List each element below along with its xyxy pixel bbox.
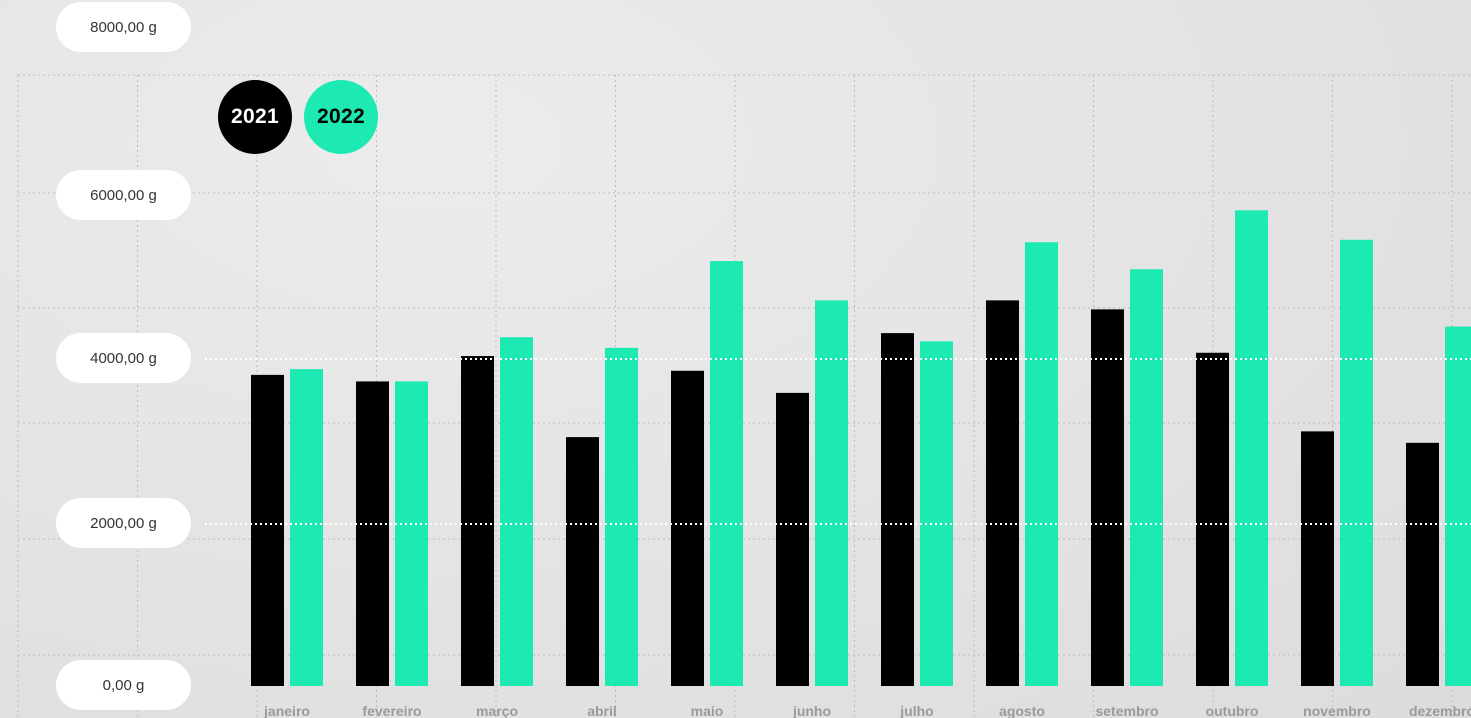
bar-2022-fevereiro[interactable] bbox=[395, 381, 428, 686]
y-tick-label: 2000,00 g bbox=[56, 498, 191, 548]
bar-2021-abril[interactable] bbox=[566, 437, 599, 686]
x-tick-label: novembro bbox=[1303, 703, 1371, 718]
bar-2021-agosto[interactable] bbox=[986, 300, 1019, 686]
bar-2021-setembro[interactable] bbox=[1091, 309, 1124, 686]
bar-2022-março[interactable] bbox=[500, 337, 533, 686]
bar-2021-junho[interactable] bbox=[776, 392, 809, 686]
bar-2021-dezembro[interactable] bbox=[1406, 442, 1439, 686]
bar-2021-março[interactable] bbox=[461, 356, 494, 686]
bar-2022-julho[interactable] bbox=[920, 341, 953, 686]
x-tick-label: outubro bbox=[1205, 703, 1259, 718]
bar-2022-setembro[interactable] bbox=[1130, 269, 1163, 686]
legend-2021[interactable]: 2021 bbox=[218, 80, 292, 154]
bar-2022-outubro[interactable] bbox=[1235, 210, 1268, 686]
x-tick-label: junho bbox=[792, 703, 832, 718]
bar-2021-maio[interactable] bbox=[671, 370, 704, 686]
bar-2022-junho[interactable] bbox=[815, 300, 848, 686]
bar-2021-janeiro[interactable] bbox=[251, 374, 284, 686]
bar-2022-abril[interactable] bbox=[605, 347, 638, 686]
bar-2021-novembro[interactable] bbox=[1301, 431, 1334, 686]
bar-2022-dezembro[interactable] bbox=[1445, 326, 1471, 686]
x-tick-label: janeiro bbox=[264, 703, 310, 718]
bar-2022-novembro[interactable] bbox=[1340, 239, 1373, 686]
bar-2021-julho[interactable] bbox=[881, 333, 914, 686]
bars bbox=[251, 210, 1471, 687]
bar-2021-outubro[interactable] bbox=[1196, 352, 1229, 686]
x-tick-label: setembro bbox=[1095, 703, 1159, 718]
x-tick-label: maio bbox=[690, 703, 724, 718]
legend-2022[interactable]: 2022 bbox=[304, 80, 378, 154]
x-tick-label: fevereiro bbox=[362, 703, 422, 718]
y-tick-label: 4000,00 g bbox=[56, 333, 191, 383]
x-tick-label: abril bbox=[587, 703, 617, 718]
bar-2022-janeiro[interactable] bbox=[290, 369, 323, 686]
x-tick-label: dezembro bbox=[1408, 703, 1471, 718]
dotted-reference-lines bbox=[205, 358, 1471, 525]
x-tick-label: março bbox=[475, 703, 519, 718]
bar-2022-maio[interactable] bbox=[710, 261, 743, 686]
y-tick-label: 8000,00 g bbox=[56, 2, 191, 52]
y-tick-label: 6000,00 g bbox=[56, 170, 191, 220]
x-tick-label: agosto bbox=[999, 703, 1045, 718]
bar-2021-fevereiro[interactable] bbox=[356, 381, 389, 686]
y-tick-label: 0,00 g bbox=[56, 660, 191, 710]
x-tick-label: julho bbox=[900, 703, 934, 718]
bar-2022-agosto[interactable] bbox=[1025, 242, 1058, 687]
